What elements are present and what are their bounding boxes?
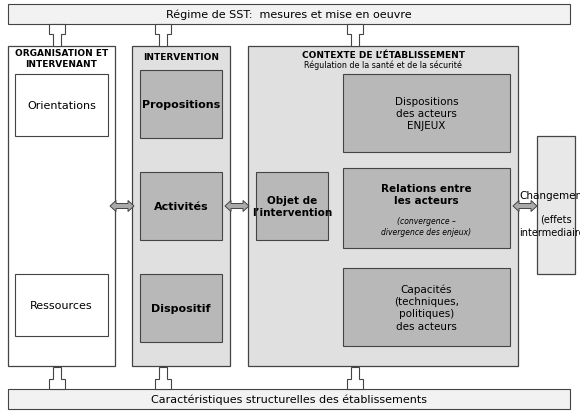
Text: Caractéristiques structurelles des établissements: Caractéristiques structurelles des établ… [151, 394, 427, 404]
Text: Objet de
l’intervention: Objet de l’intervention [252, 195, 332, 218]
Bar [343, 75, 510, 153]
Polygon shape [49, 25, 65, 47]
Text: Propositions: Propositions [142, 100, 220, 110]
Bar [8, 389, 570, 409]
Polygon shape [225, 201, 249, 212]
Polygon shape [347, 25, 363, 47]
Bar [15, 274, 108, 336]
Text: Capacités
(techniques,
politiques)
des acteurs: Capacités (techniques, politiques) des a… [394, 283, 459, 331]
Text: CONTEXTE DE L’ÉTABLISSEMENT: CONTEXTE DE L’ÉTABLISSEMENT [302, 51, 465, 60]
Text: Dispositions
des acteurs
ENJEUX: Dispositions des acteurs ENJEUX [394, 96, 458, 131]
Polygon shape [155, 367, 171, 389]
Text: Dispositif: Dispositif [151, 303, 211, 313]
Text: (convergence –
divergence des enjeux): (convergence – divergence des enjeux) [382, 216, 472, 237]
Bar [15, 75, 108, 137]
Polygon shape [513, 201, 537, 212]
Bar [256, 173, 328, 240]
Bar [8, 47, 115, 366]
Text: Activités: Activités [154, 202, 208, 211]
Bar [343, 268, 510, 346]
Text: (effets
intermediaires): (effets intermediaires) [519, 214, 580, 237]
Text: Régulation de la santé et de la sécurité: Régulation de la santé et de la sécurité [304, 60, 462, 69]
Bar [140, 173, 222, 240]
Polygon shape [347, 367, 363, 389]
Bar [140, 71, 222, 139]
Text: INTERVENTION: INTERVENTION [143, 53, 219, 62]
Polygon shape [110, 201, 134, 212]
Bar [140, 274, 222, 342]
Bar [248, 47, 518, 366]
Bar [343, 169, 510, 248]
Bar [537, 137, 575, 274]
Bar [8, 5, 570, 25]
Polygon shape [155, 25, 171, 47]
Text: Relations entre
les acteurs: Relations entre les acteurs [381, 183, 472, 206]
Text: Ressources: Ressources [30, 300, 93, 310]
Text: Orientations: Orientations [27, 101, 96, 111]
Text: ORGANISATION ET
INTERVENANT: ORGANISATION ET INTERVENANT [15, 49, 108, 69]
Text: Régime de SST:  mesures et mise en oeuvre: Régime de SST: mesures et mise en oeuvre [166, 10, 412, 20]
Bar [132, 47, 230, 366]
Polygon shape [49, 367, 65, 389]
Text: Changements: Changements [520, 190, 580, 201]
